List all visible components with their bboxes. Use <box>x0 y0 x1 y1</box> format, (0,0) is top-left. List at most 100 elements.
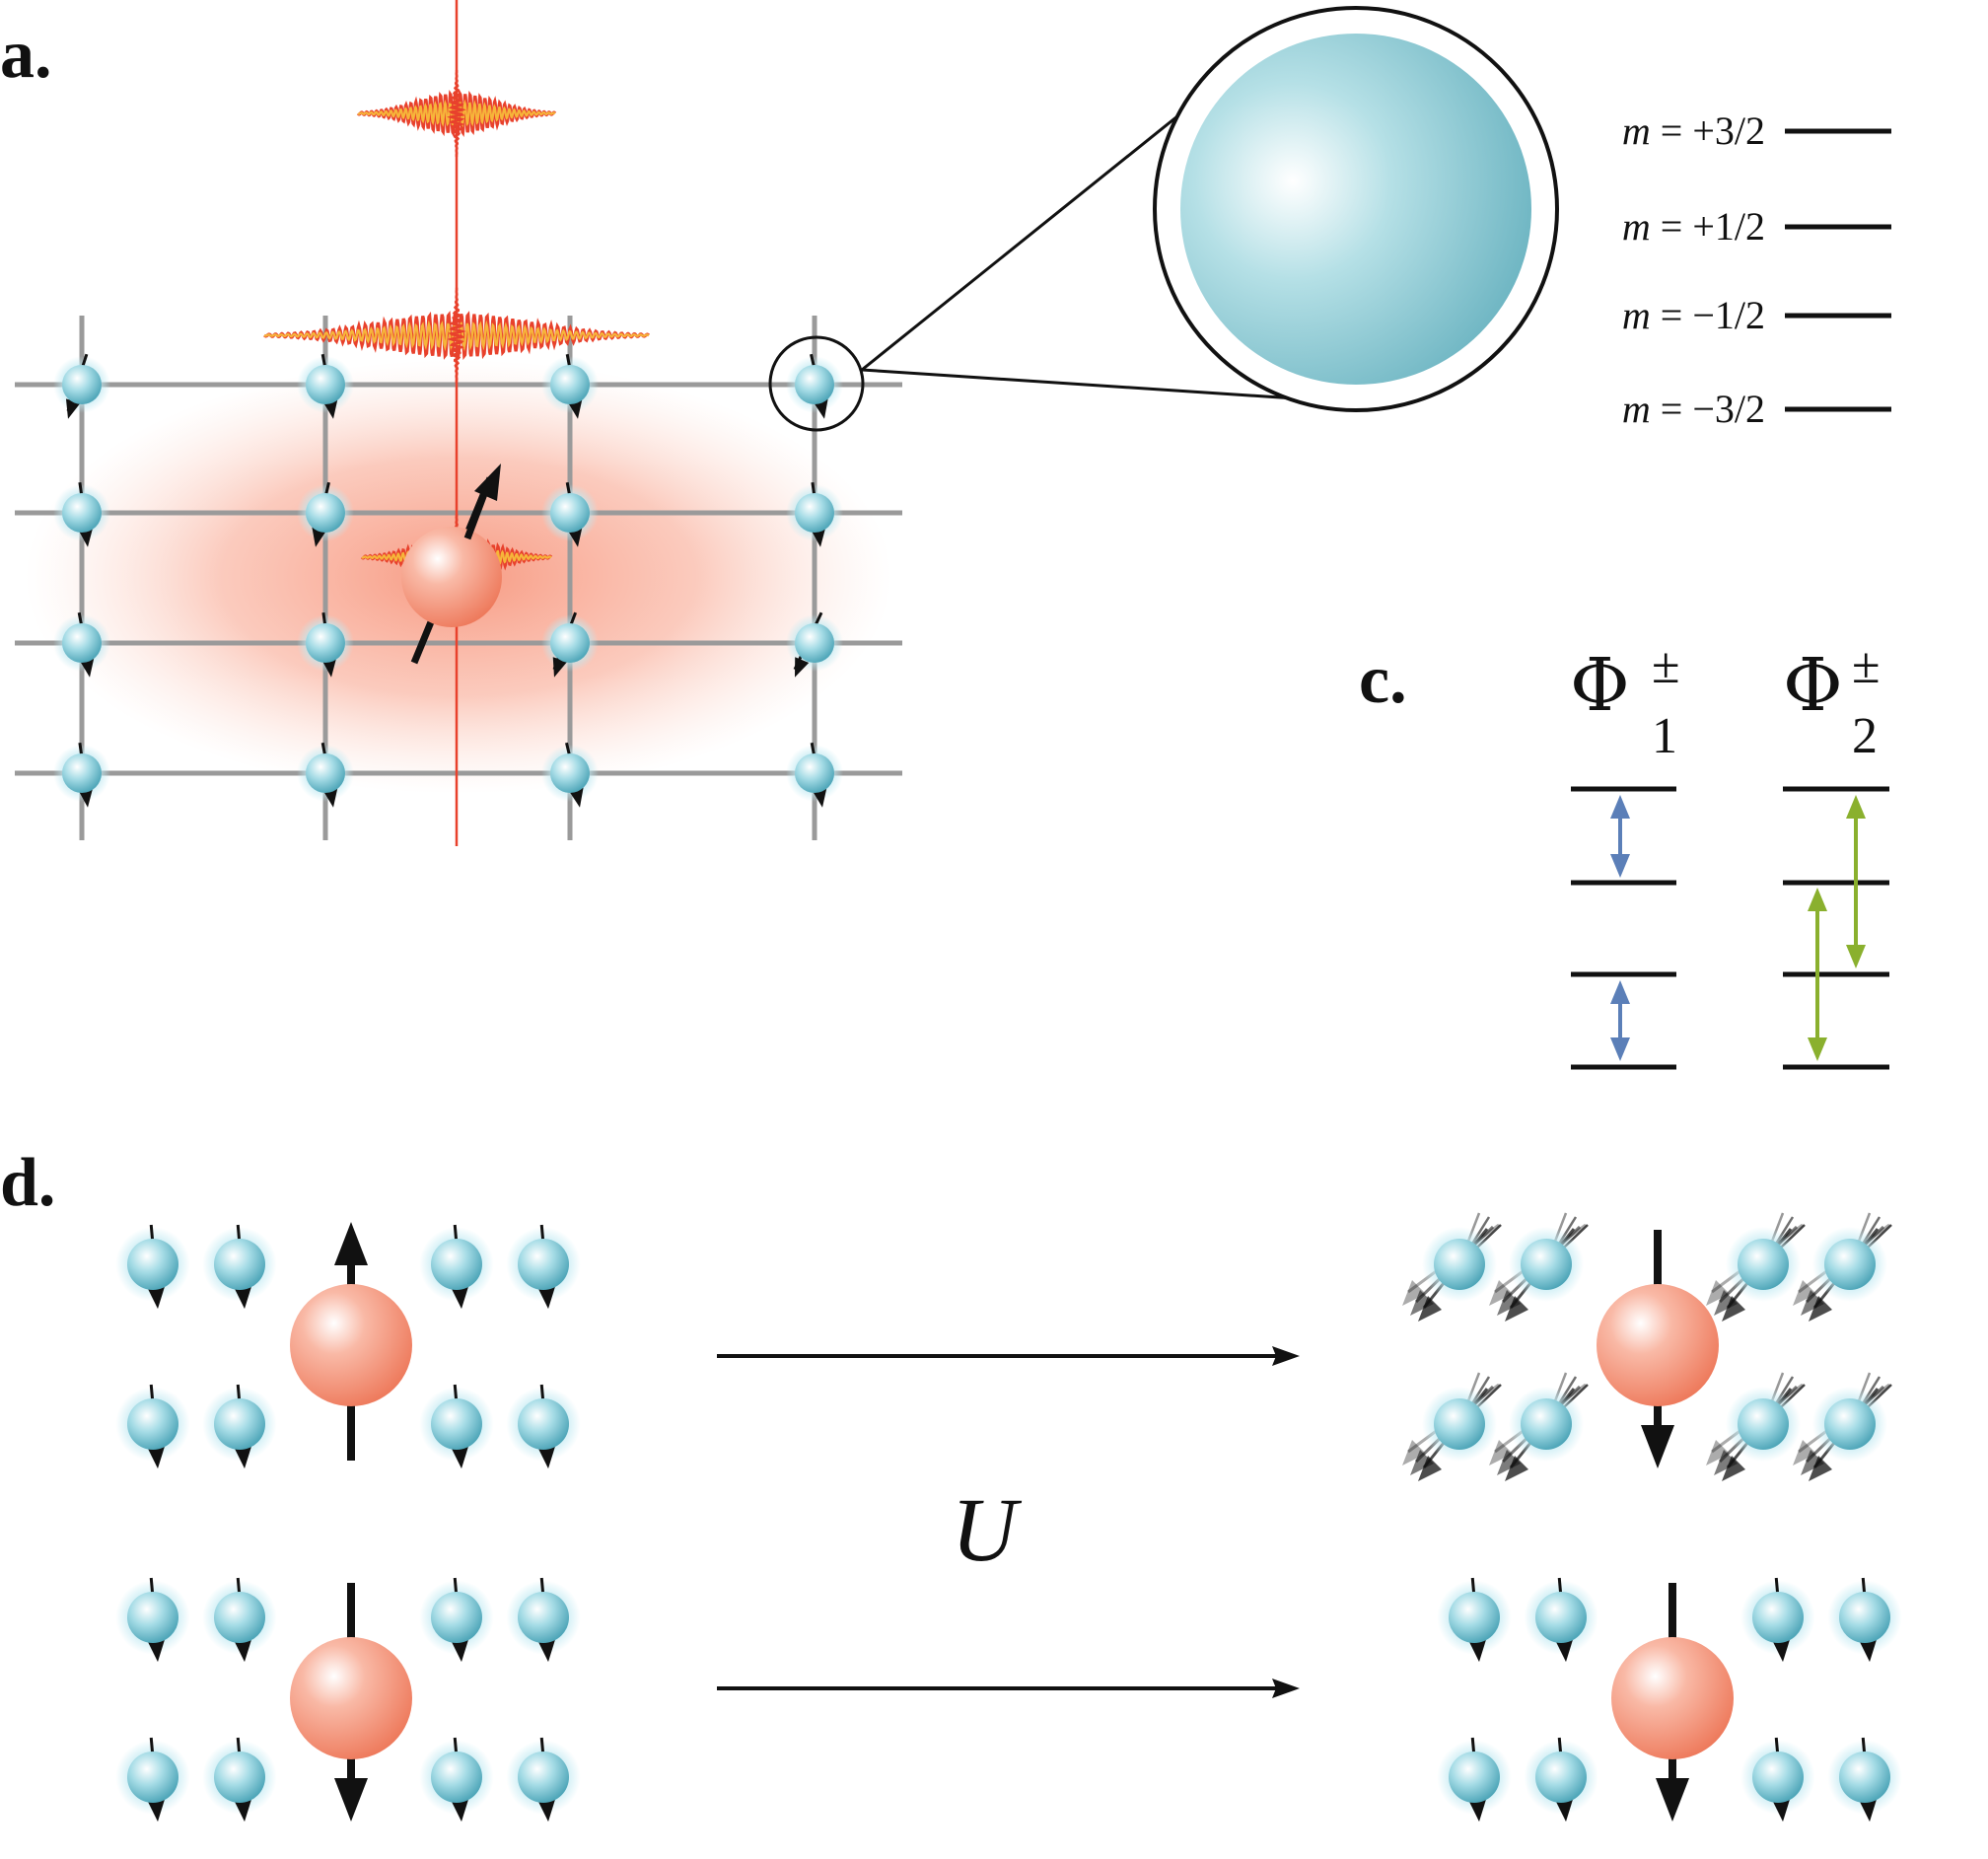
nuclear-spin-sphere <box>1752 1592 1804 1643</box>
nuclear-spin-sphere <box>795 753 834 793</box>
spin-sphere <box>1521 1239 1572 1290</box>
panel-b: b. m = +3/2m = +1/2m = −1/2m = −3/2 <box>1153 6 1891 431</box>
nuclear-spin <box>1827 1737 1902 1823</box>
nuclear-spin <box>506 1577 581 1663</box>
nuclear-spin <box>786 481 843 547</box>
nuclear-spin-sphere <box>62 365 102 404</box>
pulse-center-stroke <box>447 69 466 158</box>
nuclear-spin-sphere <box>431 1239 482 1290</box>
nuclear-spin <box>541 611 599 678</box>
level-value: +1/2 <box>1692 204 1765 249</box>
nuclear-spin <box>53 353 110 419</box>
phi2-symbol: Φ <box>1783 643 1843 728</box>
spin-sphere <box>1824 1398 1876 1450</box>
spin-ghost-arrowhead <box>1714 1290 1738 1316</box>
electron-sphere <box>401 527 502 627</box>
nuclear-spin-arrowhead <box>552 657 568 678</box>
nuclear-spin-arrowhead <box>536 1796 556 1823</box>
nuclear-spin-sphere <box>214 1239 265 1290</box>
nuclear-spin-sphere <box>306 623 345 663</box>
spin-ghost-arrowhead <box>1505 1296 1528 1322</box>
entangled-nuclear-spin <box>1793 1212 1892 1322</box>
nuclear-spin <box>297 481 354 547</box>
nuclear-spin-sphere <box>214 1398 265 1450</box>
panel-a-label: a. <box>0 17 52 93</box>
nuclear-spin <box>202 1384 277 1469</box>
nuclear-spin <box>541 481 599 547</box>
level-label: m = +3/2 <box>1622 108 1765 153</box>
nuclear-spin-sphere <box>550 365 590 404</box>
nuclear-spin-arrowhead <box>450 1283 469 1310</box>
cluster-electron <box>1597 1230 1719 1468</box>
phi1-arrow-upper <box>1610 795 1630 878</box>
nuclear-spin-sphere <box>127 1239 178 1290</box>
central-electron <box>401 464 502 665</box>
evolution-arrow-top <box>717 1346 1300 1366</box>
nuclear-spin <box>53 742 110 808</box>
level-label: m = −1/2 <box>1622 293 1765 337</box>
arrow-head-up <box>1808 888 1827 911</box>
nuclear-spin-sphere <box>62 753 102 793</box>
spin-ghost-arrowhead <box>1809 1296 1832 1322</box>
nuclear-spin <box>419 1384 494 1469</box>
nuclear-spin-arrowhead <box>146 1636 166 1663</box>
nuclear-spin-sphere <box>795 623 834 663</box>
level-label: m = +1/2 <box>1622 204 1765 249</box>
nuclear-spin-sphere <box>431 1752 482 1803</box>
nuclear-spin <box>297 611 354 678</box>
spin-sphere <box>1738 1398 1789 1450</box>
spin-ghost-arrowhead <box>1497 1450 1521 1475</box>
nuclear-spin-sphere <box>127 1752 178 1803</box>
nuclear-spin <box>1827 1577 1902 1663</box>
phi2-arrow-long-upper <box>1846 795 1866 968</box>
nuclear-spin <box>1740 1577 1815 1663</box>
entangled-nuclear-spin <box>1402 1372 1502 1481</box>
nuclear-spin <box>297 353 354 419</box>
arrow-head-up <box>1610 795 1630 819</box>
phi2-label: Φ ± 2 <box>1783 638 1881 764</box>
nuclear-spin <box>1524 1577 1598 1663</box>
electron-sphere <box>1611 1637 1734 1759</box>
zoom-circle <box>768 335 865 432</box>
level-var: m <box>1622 204 1651 249</box>
nuclear-spin-lattice <box>53 353 843 808</box>
pulse-middle <box>263 287 650 384</box>
cluster-electron <box>290 1222 412 1461</box>
nuclear-spin-sphere <box>214 1592 265 1643</box>
cluster-final-down <box>1437 1577 1902 1823</box>
cluster-electron <box>1611 1583 1734 1822</box>
nuclear-spin-arrowhead <box>1554 1636 1574 1663</box>
cluster-electron <box>290 1583 412 1822</box>
nuclear-spin-sphere <box>1449 1752 1500 1803</box>
electron-spin-arrow-top <box>463 476 494 540</box>
level-magnifier-fill <box>1180 34 1531 385</box>
level-var: m <box>1622 108 1651 153</box>
arrow-head-down <box>1808 1037 1827 1061</box>
nuclear-spin <box>419 1577 494 1663</box>
nuclear-spin-arrowhead <box>233 1636 252 1663</box>
spin-ghost-arrowhead <box>1402 1440 1426 1466</box>
nuclear-spin <box>786 353 843 419</box>
zoom-line-lower <box>861 368 1311 401</box>
nuclear-spin <box>115 1224 190 1310</box>
spin-sphere <box>1521 1398 1572 1450</box>
arrow-head-down <box>1610 1037 1630 1061</box>
entangled-nuclear-spin <box>1793 1372 1892 1481</box>
nuclear-spin-sphere <box>518 1592 569 1643</box>
panel-c: c. Φ ± 1 Φ ± 2 <box>1359 638 1889 1070</box>
nuclear-spin-arrowhead <box>1467 1636 1487 1663</box>
spin-ghost-arrowhead <box>1410 1450 1434 1475</box>
spin-sphere <box>1824 1239 1876 1290</box>
nuclear-spin-arrowhead <box>450 1636 469 1663</box>
spin-ghost-arrowhead <box>1410 1290 1434 1316</box>
nuclear-spin-arrowhead <box>233 1283 252 1310</box>
nuclear-spin <box>53 611 110 678</box>
nuclear-spin-sphere <box>306 365 345 404</box>
panel-d: d. U <box>0 1145 1902 1823</box>
nuclear-spin-arrowhead <box>1771 1796 1791 1823</box>
nuclear-spin <box>202 1224 277 1310</box>
entangled-nuclear-spin <box>1706 1212 1806 1322</box>
nuclear-spin-sphere <box>214 1752 265 1803</box>
nuclear-spin <box>115 1577 190 1663</box>
transition-arrows <box>1610 795 1866 1061</box>
